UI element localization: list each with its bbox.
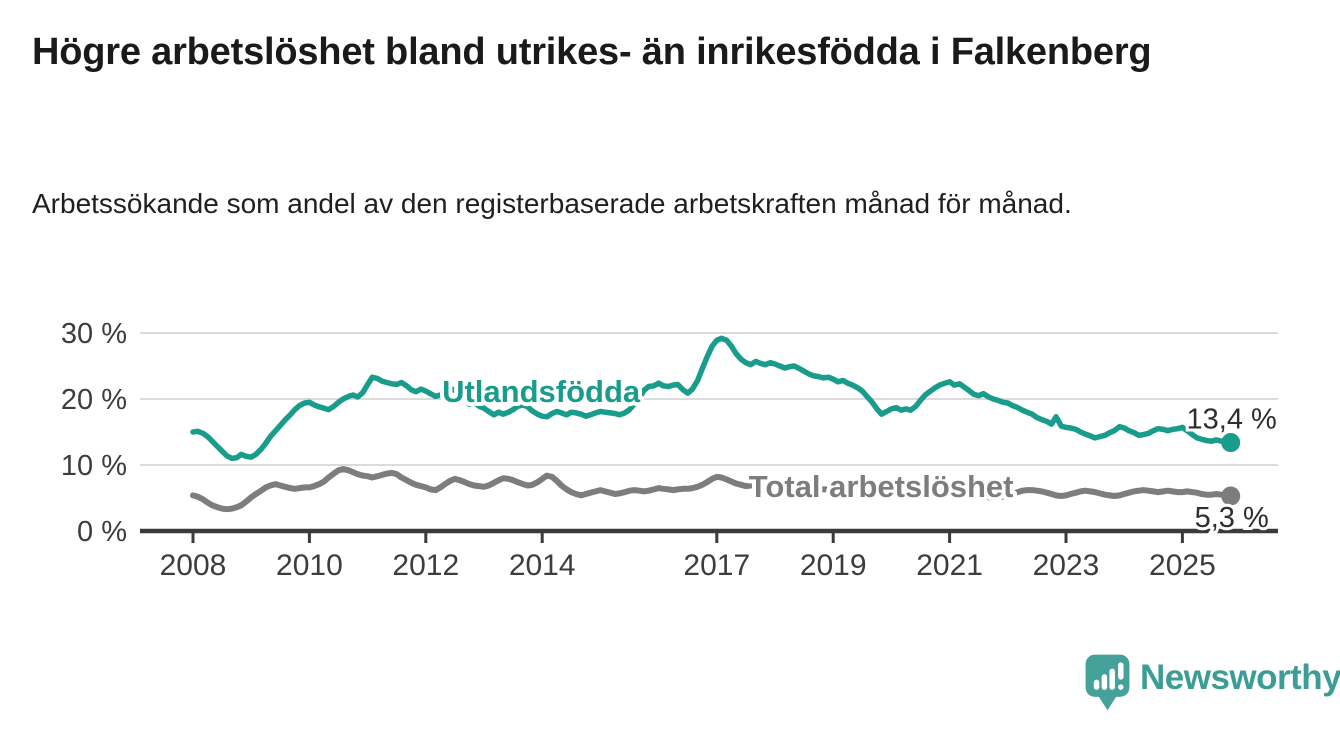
bar-tall (1109, 668, 1115, 690)
y-tick-label: 30 % (61, 318, 127, 350)
x-tick-label: 2014 (509, 549, 576, 582)
x-tick-label: 2010 (276, 549, 343, 582)
x-tick-label: 2008 (160, 549, 227, 582)
y-tick-label: 10 % (61, 450, 127, 482)
x-tick-label: 2023 (1033, 549, 1100, 582)
end-value-label: 5,3 % (1195, 502, 1269, 534)
series-label-total-arbetsloshet: Total arbetslöshet (749, 469, 1014, 504)
newsworthy-wordmark: Newsworthy (1140, 658, 1340, 697)
newsworthy-logo: Newsworthy (1084, 650, 1340, 714)
x-tick-label: 2012 (392, 549, 459, 582)
y-tick-label: 0 % (77, 516, 127, 548)
newsworthy-speech-bubble-chart-icon (1085, 654, 1130, 711)
bar-medium (1101, 674, 1108, 690)
series-label-utlandsfodda: Utlandsfödda (442, 374, 641, 409)
x-tick-label: 2019 (800, 549, 867, 582)
bar-small (1093, 679, 1100, 690)
x-tick-label: 2021 (916, 549, 983, 582)
x-tick-label: 2025 (1149, 549, 1216, 582)
chart-title: Högre arbetslöshet bland utrikes- än inr… (32, 31, 1152, 73)
y-tick-label: 20 % (61, 384, 127, 416)
series-line-utlandsfodda (190, 335, 1234, 462)
speech-bubble-shape (1085, 654, 1130, 711)
series-end-dot (1221, 486, 1241, 506)
x-tick-label: 2017 (683, 549, 750, 582)
end-value-label: 13,4 % (1187, 404, 1277, 436)
chart-subtitle: Arbetssökande som andel av den registerb… (32, 188, 1072, 219)
exclamation-stroke (1118, 662, 1124, 680)
exclamation-dot (1118, 684, 1124, 690)
series-end-dot (1221, 433, 1241, 453)
series-line-total-arbetsloshet (190, 466, 1234, 513)
